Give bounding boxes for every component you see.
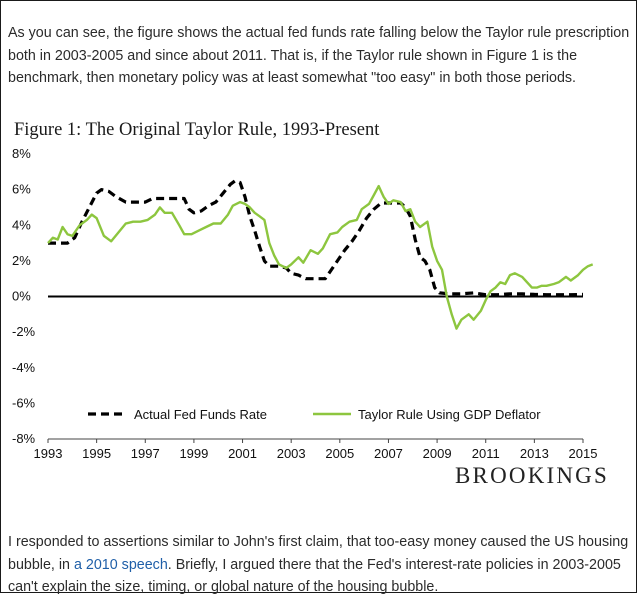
x-tick-label: 2001 [228,446,257,461]
series-line-taylor-rule [47,184,594,330]
brookings-logo: BROOKINGS [455,463,609,488]
chart-legend: Actual Fed Funds Rate Taylor Rule Using G… [88,407,541,422]
y-tick-label: 2% [12,253,31,268]
response-paragraph: I responded to assertions similar to Joh… [8,531,630,599]
intro-paragraph: As you can see, the figure shows the act… [8,25,630,87]
y-tick-label: -8% [12,431,36,446]
response-text-end: . Briefly, I argued there that the Fed's… [8,556,621,596]
response-text-start: I responded to assertions similar to Joh… [8,534,629,573]
y-tick-label: 0% [12,289,31,304]
y-tick-label: 8% [12,146,31,161]
y-tick-label: 4% [12,217,31,232]
legend-label-fed-funds-rate: Actual Fed Funds Rate [134,407,267,422]
taylor-rule-chart: Figure 1: The Original Taylor Rule, 1993… [12,120,609,488]
x-tick-label: 1993 [34,446,63,461]
y-tick-label: 6% [12,182,31,197]
legend-label-taylor-rule: Taylor Rule Using GDP Deflator [358,407,541,422]
speech-link[interactable]: a 2010 speech [73,556,168,573]
x-tick-label: 2007 [374,446,403,461]
y-tick-label: -4% [12,360,36,375]
x-tick-label: 1999 [179,446,208,461]
x-tick-label: 1995 [82,446,111,461]
x-tick-label: 2009 [423,446,452,461]
series-line-fed-funds-rate [48,179,584,297]
x-tick-label: 2005 [325,446,354,461]
x-tick-label: 2015 [569,446,598,461]
y-tick-label: -2% [12,324,36,339]
plot-area: 8% 6% 4% 2% 0% -2% -4% -6% -8%1993 1995 1997 1999 20… [12,146,597,461]
x-tick-label: 2013 [520,446,549,461]
chart-title: Figure 1: The Original Taylor Rule, 1993… [14,120,380,140]
x-tick-label: 1997 [131,446,160,461]
y-tick-label: -6% [12,395,36,410]
x-tick-label: 2003 [277,446,306,461]
x-tick-label: 2011 [472,446,500,461]
